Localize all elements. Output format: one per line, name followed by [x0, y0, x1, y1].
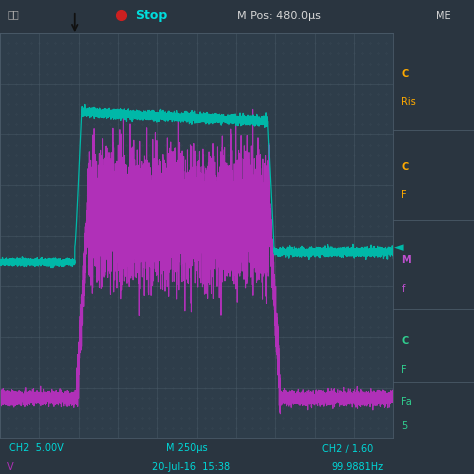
Text: Ris: Ris — [401, 97, 416, 107]
Text: Fa: Fa — [401, 397, 412, 407]
Text: M 250μs: M 250μs — [166, 443, 208, 454]
Text: M: M — [401, 255, 411, 265]
Text: V: V — [7, 462, 14, 472]
Text: 5: 5 — [401, 421, 408, 431]
Text: ME: ME — [436, 11, 451, 21]
Text: C: C — [401, 162, 409, 172]
Text: C: C — [401, 336, 409, 346]
Text: M Pos: 480.0μs: M Pos: 480.0μs — [237, 11, 321, 21]
Text: ⌇⌇: ⌇⌇ — [7, 9, 19, 19]
Text: ◄: ◄ — [394, 241, 404, 255]
Text: F: F — [401, 190, 407, 201]
Text: CH2 ∕ 1.60: CH2 ∕ 1.60 — [322, 443, 374, 454]
Text: f: f — [401, 283, 405, 293]
Text: CH2  5.00V: CH2 5.00V — [9, 443, 64, 454]
Text: Stop: Stop — [135, 9, 167, 22]
Text: 99.9881Hz: 99.9881Hz — [332, 462, 384, 472]
Text: C: C — [401, 69, 409, 79]
Text: F: F — [401, 365, 407, 374]
Text: 20-Jul-16  15:38: 20-Jul-16 15:38 — [152, 462, 230, 472]
